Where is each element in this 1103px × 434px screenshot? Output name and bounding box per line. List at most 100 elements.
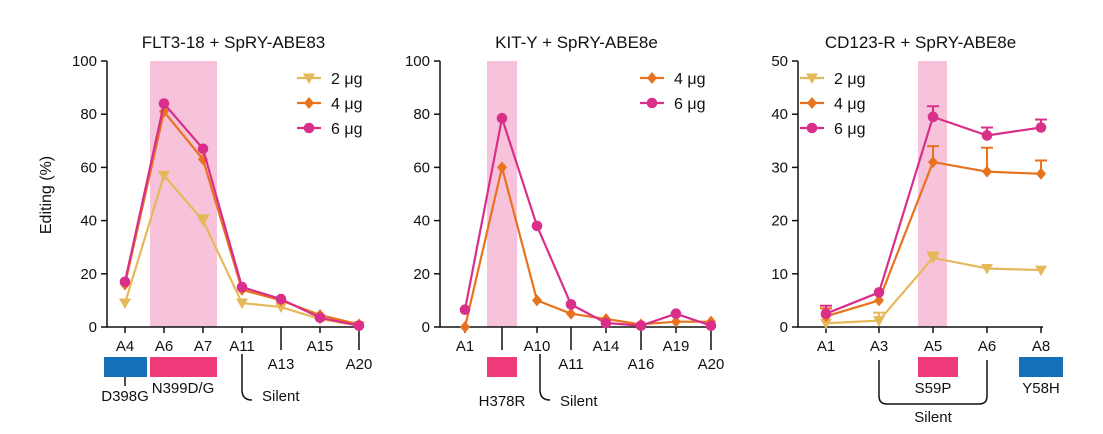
silent-label: Silent <box>262 388 300 405</box>
data-point <box>565 299 577 310</box>
x-tick-label: A1 <box>817 338 835 355</box>
data-point <box>566 307 576 320</box>
silent-bracket <box>878 360 988 405</box>
data-point <box>531 220 543 232</box>
data-point <box>1035 122 1047 133</box>
y-tick-label: 20 <box>80 266 97 283</box>
data-point <box>236 281 248 293</box>
data-point <box>873 316 885 327</box>
panel-kit: KIT-Y + SpRY-ABE8e 0 20 40 60 80 100 A1 A10 A14 A1… <box>405 33 724 410</box>
x-tick-label: A7 <box>194 338 212 355</box>
data-point <box>927 253 939 264</box>
data-point <box>1035 265 1047 277</box>
data-point <box>928 156 938 169</box>
x-tick-label: A1 <box>456 338 474 355</box>
series-line <box>463 166 711 328</box>
legend-label: 6 μg <box>834 121 865 138</box>
site-box <box>150 357 217 377</box>
data-point <box>635 320 647 331</box>
legend-marker <box>646 97 658 109</box>
legend-label: 4 μg <box>674 71 705 88</box>
legend-label: 4 μg <box>834 96 865 113</box>
legend-marker <box>303 122 315 134</box>
data-point <box>158 98 170 109</box>
y-axis-label: Editing (%) <box>38 156 55 234</box>
silent-bracket <box>241 354 253 401</box>
legend-label: 6 μg <box>674 96 705 113</box>
y-tick-label: 20 <box>413 266 430 283</box>
legend-marker <box>806 73 818 84</box>
y-tick-label: 60 <box>413 159 430 176</box>
y-tick-label: 100 <box>72 53 97 70</box>
legend-marker <box>807 97 817 109</box>
x-tick-label: A20 <box>698 356 725 373</box>
legend-label: 6 μg <box>331 121 362 138</box>
data-point <box>496 112 508 124</box>
data-point <box>532 294 542 307</box>
x-tick-label: A20 <box>346 356 373 373</box>
x-tick-label: A19 <box>663 338 690 355</box>
y-tick-label: 0 <box>780 319 788 336</box>
y-tick-label: 30 <box>771 159 788 176</box>
y-tick-label: 20 <box>771 213 788 230</box>
data-point <box>873 287 885 298</box>
data-point <box>497 161 507 174</box>
legend-label: 2 μg <box>834 71 865 88</box>
data-point <box>927 111 939 123</box>
site-label: Y58H <box>1022 380 1060 397</box>
data-point <box>119 276 131 288</box>
data-point <box>981 130 993 141</box>
x-tick-label: A6 <box>155 338 173 355</box>
chart-title: KIT-Y + SpRY-ABE8e <box>495 33 658 52</box>
data-point <box>197 143 209 155</box>
x-tick-label: A5 <box>924 338 942 355</box>
y-tick-label: 0 <box>422 319 430 336</box>
data-point <box>119 298 131 310</box>
data-point <box>460 321 470 333</box>
data-point <box>874 294 884 307</box>
data-point <box>353 320 365 331</box>
site-label: S59P <box>915 380 952 397</box>
y-tick-label: 100 <box>405 53 430 70</box>
data-point <box>275 302 287 314</box>
site-label: H378R <box>479 393 526 410</box>
site-label: N399D/G <box>152 380 215 397</box>
silent-label: Silent <box>560 393 598 410</box>
x-tick-label: A8 <box>1032 338 1050 355</box>
y-tick-label: 40 <box>413 213 430 230</box>
x-tick-label: A13 <box>268 356 295 373</box>
highlight-band <box>918 61 947 327</box>
data-point <box>197 216 209 227</box>
highlight-band <box>487 61 517 327</box>
y-tick-label: 80 <box>413 106 430 123</box>
x-tick-label: A4 <box>116 338 134 355</box>
site-box <box>1019 357 1063 377</box>
x-tick-label: A3 <box>870 338 888 355</box>
y-tick-label: 80 <box>80 106 97 123</box>
x-tick-label: A11 <box>229 338 255 355</box>
data-point <box>982 165 992 178</box>
data-point <box>314 312 326 323</box>
x-tick-label: A6 <box>978 338 996 355</box>
site-box <box>487 357 517 377</box>
data-point <box>459 304 471 316</box>
site-label: D398G <box>101 388 149 405</box>
legend-marker <box>304 97 314 109</box>
chart-title: FLT3-18 + SpRY-ABE83 <box>142 33 326 52</box>
panel-flt3: FLT3-18 + SpRY-ABE83 0 20 40 60 80 100 A4 A6 A7 A1… <box>72 33 372 405</box>
data-point <box>705 320 717 331</box>
x-tick-label: A15 <box>307 338 334 355</box>
data-point <box>981 263 993 275</box>
legend-marker <box>806 122 818 134</box>
x-tick-label: A10 <box>524 338 551 355</box>
x-tick-label: A14 <box>593 338 620 355</box>
data-point <box>158 170 170 182</box>
chart-title: CD123-R + SpRY-ABE8e <box>825 33 1016 52</box>
y-tick-label: 60 <box>80 159 97 176</box>
series-line <box>463 117 712 327</box>
panel-cd123: CD123-R + SpRY-ABE8e 0 10 20 30 40 50 A1 A3 A5 A6 A… <box>771 33 1063 426</box>
y-tick-label: 40 <box>80 213 97 230</box>
x-tick-label: A11 <box>558 356 584 373</box>
x-tick-label: A16 <box>628 356 655 373</box>
